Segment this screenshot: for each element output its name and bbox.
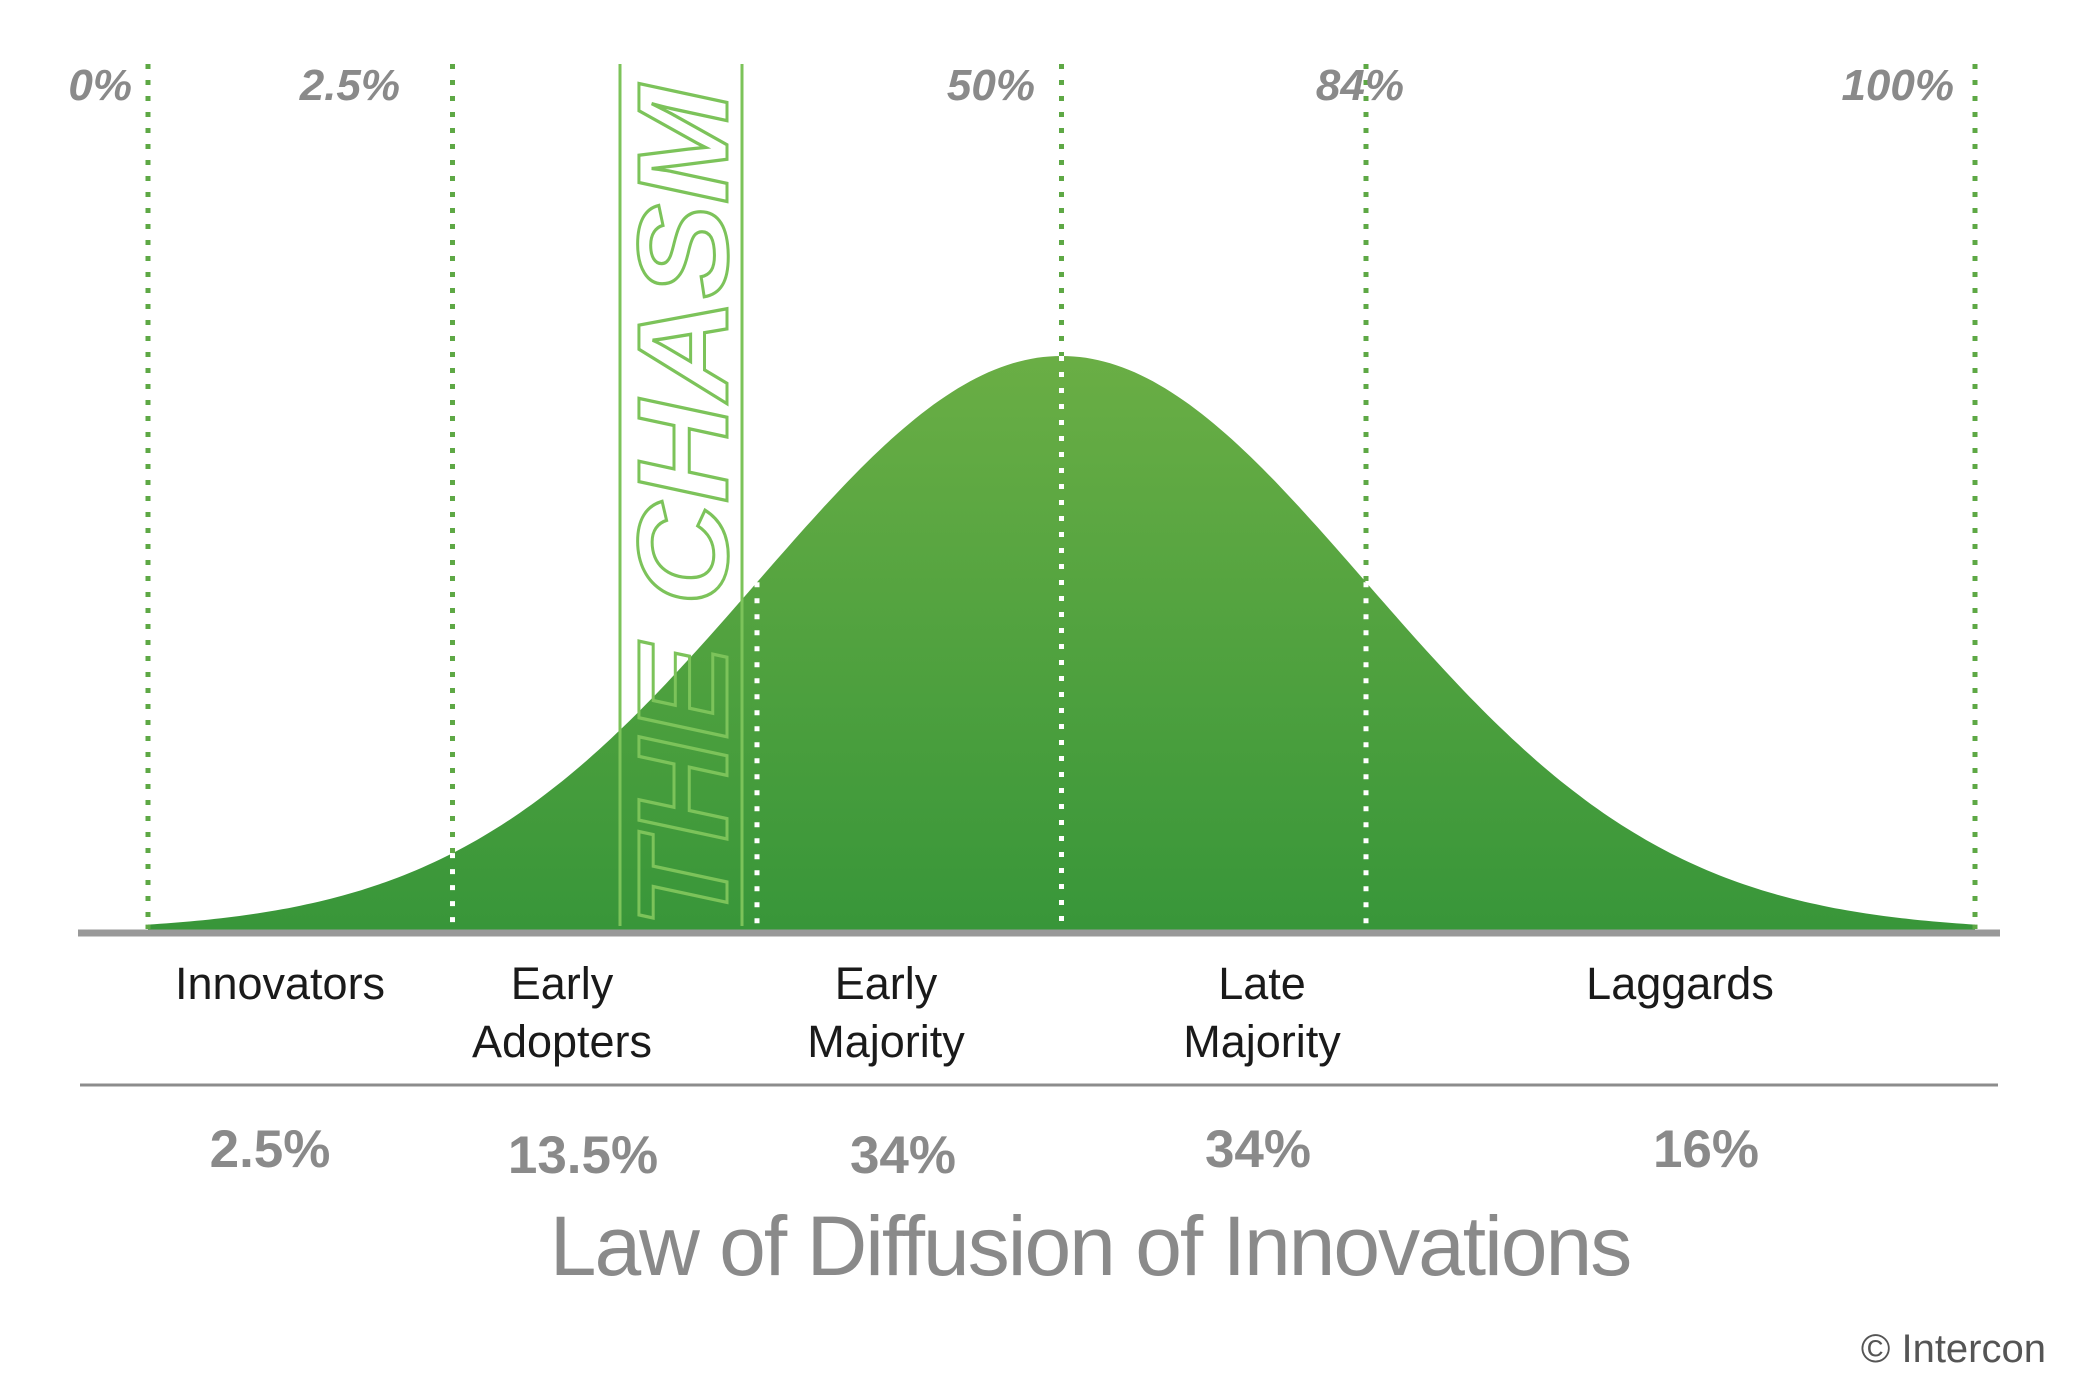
segment-share-label: 34% — [850, 1126, 956, 1185]
chart-title: Law of Diffusion of Innovations — [550, 1199, 1631, 1293]
segment-name-label: Majority — [807, 1016, 965, 1067]
segment-share-label: 2.5% — [210, 1120, 331, 1179]
segment-name-label: Late — [1218, 958, 1306, 1009]
cumulative-marker-label: 84% — [1316, 61, 1404, 110]
cumulative-marker-label: 2.5% — [299, 61, 400, 110]
segment-name-label: Adopters — [472, 1016, 652, 1067]
segment-name-label: Early — [835, 958, 938, 1009]
segment-share-label: 34% — [1205, 1120, 1311, 1179]
segment-name-label: Laggards — [1586, 958, 1774, 1009]
bell-curve-area — [148, 356, 1975, 931]
segment-name-label: Majority — [1183, 1016, 1341, 1067]
segment-share-label: 13.5% — [508, 1126, 658, 1185]
cumulative-marker-label: 100% — [1841, 61, 1954, 110]
segment-name-label: Early — [511, 958, 614, 1009]
copyright-credit: © Intercon — [1861, 1327, 2046, 1371]
segment-share-label: 16% — [1653, 1120, 1759, 1179]
cumulative-marker-label: 50% — [947, 61, 1035, 110]
cumulative-marker-label: 0% — [68, 61, 132, 110]
segment-name-label: Innovators — [175, 958, 385, 1009]
chasm-label: THE CHASM — [612, 83, 755, 928]
